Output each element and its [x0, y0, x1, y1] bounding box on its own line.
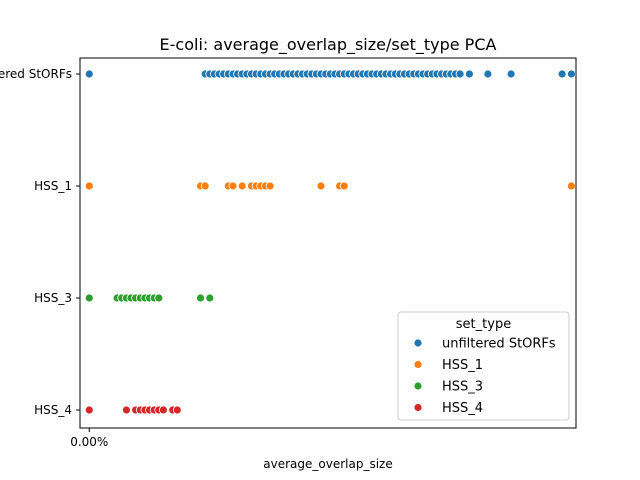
legend-title: set_type	[456, 317, 511, 332]
data-point	[483, 69, 493, 79]
data-point	[237, 181, 247, 191]
plot-frame	[79, 57, 577, 429]
data-point	[339, 181, 349, 191]
data-point	[316, 181, 326, 191]
data-point	[172, 405, 182, 415]
legend-entry: HSS_1	[442, 358, 483, 373]
legend-entry: HSS_4	[442, 401, 483, 416]
data-point	[228, 181, 238, 191]
data-point	[455, 69, 465, 79]
legend-box	[397, 311, 570, 421]
y-tick-label: unfiltered StORFs	[0, 67, 72, 81]
plot-area	[84, 69, 576, 415]
legend-marker	[413, 360, 423, 369]
data-point	[84, 405, 94, 415]
legend-marker	[413, 381, 423, 391]
x-axis-label: average_overlap_size	[263, 457, 392, 471]
data-point	[158, 405, 168, 415]
legend-entry: unfiltered StORFs	[442, 337, 556, 352]
y-tick-label: HSS_3	[34, 291, 72, 305]
data-point	[464, 69, 474, 79]
data-point	[196, 293, 205, 303]
legend-marker	[413, 403, 423, 412]
x-tick-label: 0.00%	[70, 435, 108, 449]
x-axis: 0.00%	[70, 428, 108, 449]
y-tick-label: HSS_1	[34, 179, 72, 193]
legend: set_type unfiltered StORFs HSS_1 HSS_3 HSS_4	[397, 311, 570, 421]
data-point	[84, 293, 94, 303]
chart-title: E-coli: average_overlap_size/set_type PC…	[160, 35, 497, 55]
data-point	[557, 69, 567, 79]
data-point	[205, 293, 215, 303]
data-point	[84, 69, 94, 79]
data-point	[567, 69, 576, 79]
data-point	[200, 181, 210, 191]
data-point	[265, 181, 275, 191]
data-point	[122, 405, 131, 415]
data-point	[84, 181, 94, 191]
data-point	[506, 69, 516, 79]
legend-entry: HSS_3	[442, 380, 483, 395]
data-point	[567, 181, 576, 191]
y-tick-label: HSS_4	[34, 403, 72, 417]
data-point	[154, 293, 164, 303]
y-axis: unfiltered StORFs HSS_1 HSS_3 HSS_4	[0, 67, 80, 417]
legend-marker	[413, 338, 423, 348]
